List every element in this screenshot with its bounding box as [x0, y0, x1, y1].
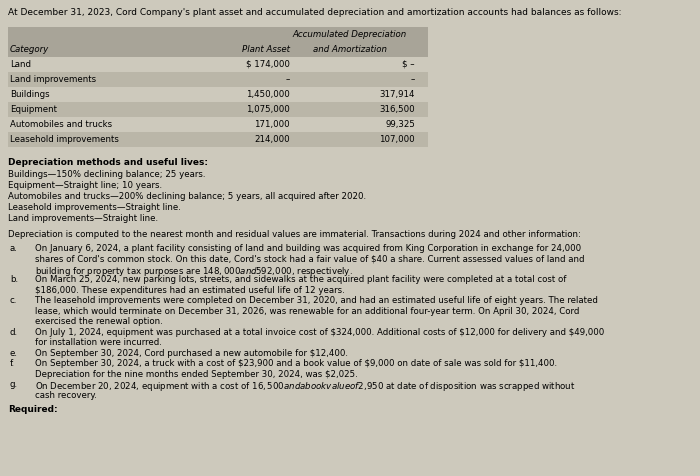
Text: 99,325: 99,325: [385, 120, 415, 129]
Text: Equipment—Straight line; 10 years.: Equipment—Straight line; 10 years.: [8, 180, 162, 189]
Text: Accumulated Depreciation: Accumulated Depreciation: [293, 30, 407, 39]
Text: On July 1, 2024, equipment was purchased at a total invoice cost of $324,000. Ad: On July 1, 2024, equipment was purchased…: [35, 327, 604, 336]
Text: Land: Land: [10, 60, 31, 69]
Text: a.: a.: [10, 244, 18, 252]
Text: On December 20, 2024, equipment with a cost of $16,500 and a book value of $2,95: On December 20, 2024, equipment with a c…: [35, 380, 575, 393]
Text: 171,000: 171,000: [254, 120, 290, 129]
Text: Depreciation methods and useful lives:: Depreciation methods and useful lives:: [8, 158, 208, 167]
Text: e.: e.: [10, 348, 18, 357]
Text: –: –: [286, 75, 290, 84]
Text: Buildings—150% declining balance; 25 years.: Buildings—150% declining balance; 25 yea…: [8, 169, 206, 178]
Text: Equipment: Equipment: [10, 105, 57, 114]
Bar: [8, 43, 428, 58]
Text: Automobiles and trucks—200% declining balance; 5 years, all acquired after 2020.: Automobiles and trucks—200% declining ba…: [8, 192, 366, 200]
Text: 1,450,000: 1,450,000: [246, 90, 290, 99]
Text: The leasehold improvements were completed on December 31, 2020, and had an estim: The leasehold improvements were complete…: [35, 296, 598, 305]
Bar: [8, 73, 428, 88]
Text: On September 30, 2024, Cord purchased a new automobile for $12,400.: On September 30, 2024, Cord purchased a …: [35, 348, 348, 357]
Bar: [8, 58, 428, 73]
Text: 317,914: 317,914: [379, 90, 415, 99]
Text: –: –: [411, 75, 415, 84]
Text: c.: c.: [10, 296, 18, 305]
Text: Depreciation for the nine months ended September 30, 2024, was $2,025.: Depreciation for the nine months ended S…: [35, 369, 358, 378]
Text: 107,000: 107,000: [379, 135, 415, 144]
Bar: [8, 103, 428, 118]
Text: Buildings: Buildings: [10, 90, 50, 99]
Bar: [8, 88, 428, 103]
Text: Land improvements: Land improvements: [10, 75, 96, 84]
Text: On January 6, 2024, a plant facility consisting of land and building was acquire: On January 6, 2024, a plant facility con…: [35, 244, 581, 252]
Text: $ –: $ –: [402, 60, 415, 69]
Text: $186,000. These expenditures had an estimated useful life of 12 years.: $186,000. These expenditures had an esti…: [35, 286, 344, 294]
Text: for installation were incurred.: for installation were incurred.: [35, 338, 162, 347]
Bar: [8, 28, 428, 43]
Text: Plant Asset: Plant Asset: [242, 45, 290, 54]
Text: Automobiles and trucks: Automobiles and trucks: [10, 120, 112, 129]
Text: g.: g.: [10, 380, 18, 389]
Text: Land improvements—Straight line.: Land improvements—Straight line.: [8, 214, 158, 223]
Text: Leasehold improvements—Straight line.: Leasehold improvements—Straight line.: [8, 203, 181, 211]
Text: and Amortization: and Amortization: [313, 45, 387, 54]
Text: d.: d.: [10, 327, 18, 336]
Text: shares of Cord's common stock. On this date, Cord's stock had a fair value of $4: shares of Cord's common stock. On this d…: [35, 254, 584, 263]
Text: On September 30, 2024, a truck with a cost of $23,900 and a book value of $9,000: On September 30, 2024, a truck with a co…: [35, 359, 557, 368]
Text: 316,500: 316,500: [379, 105, 415, 114]
Text: f.: f.: [10, 359, 15, 368]
Text: Category: Category: [10, 45, 49, 54]
Bar: [8, 118, 428, 133]
Text: lease, which would terminate on December 31, 2026, was renewable for an addition: lease, which would terminate on December…: [35, 307, 580, 315]
Text: cash recovery.: cash recovery.: [35, 390, 97, 399]
Text: $ 174,000: $ 174,000: [246, 60, 290, 69]
Bar: [8, 133, 428, 148]
Text: Required:: Required:: [8, 405, 57, 414]
Text: At December 31, 2023, Cord Company's plant asset and accumulated depreciation an: At December 31, 2023, Cord Company's pla…: [8, 8, 622, 17]
Text: 214,000: 214,000: [254, 135, 290, 144]
Text: b.: b.: [10, 275, 18, 284]
Text: Leasehold improvements: Leasehold improvements: [10, 135, 119, 144]
Text: Depreciation is computed to the nearest month and residual values are immaterial: Depreciation is computed to the nearest …: [8, 229, 581, 238]
Text: exercised the renewal option.: exercised the renewal option.: [35, 317, 162, 326]
Text: 1,075,000: 1,075,000: [246, 105, 290, 114]
Text: building for property tax purposes are $148,000 and $592,000, respectively.: building for property tax purposes are $…: [35, 265, 353, 278]
Text: On March 25, 2024, new parking lots, streets, and sidewalks at the acquired plan: On March 25, 2024, new parking lots, str…: [35, 275, 566, 284]
